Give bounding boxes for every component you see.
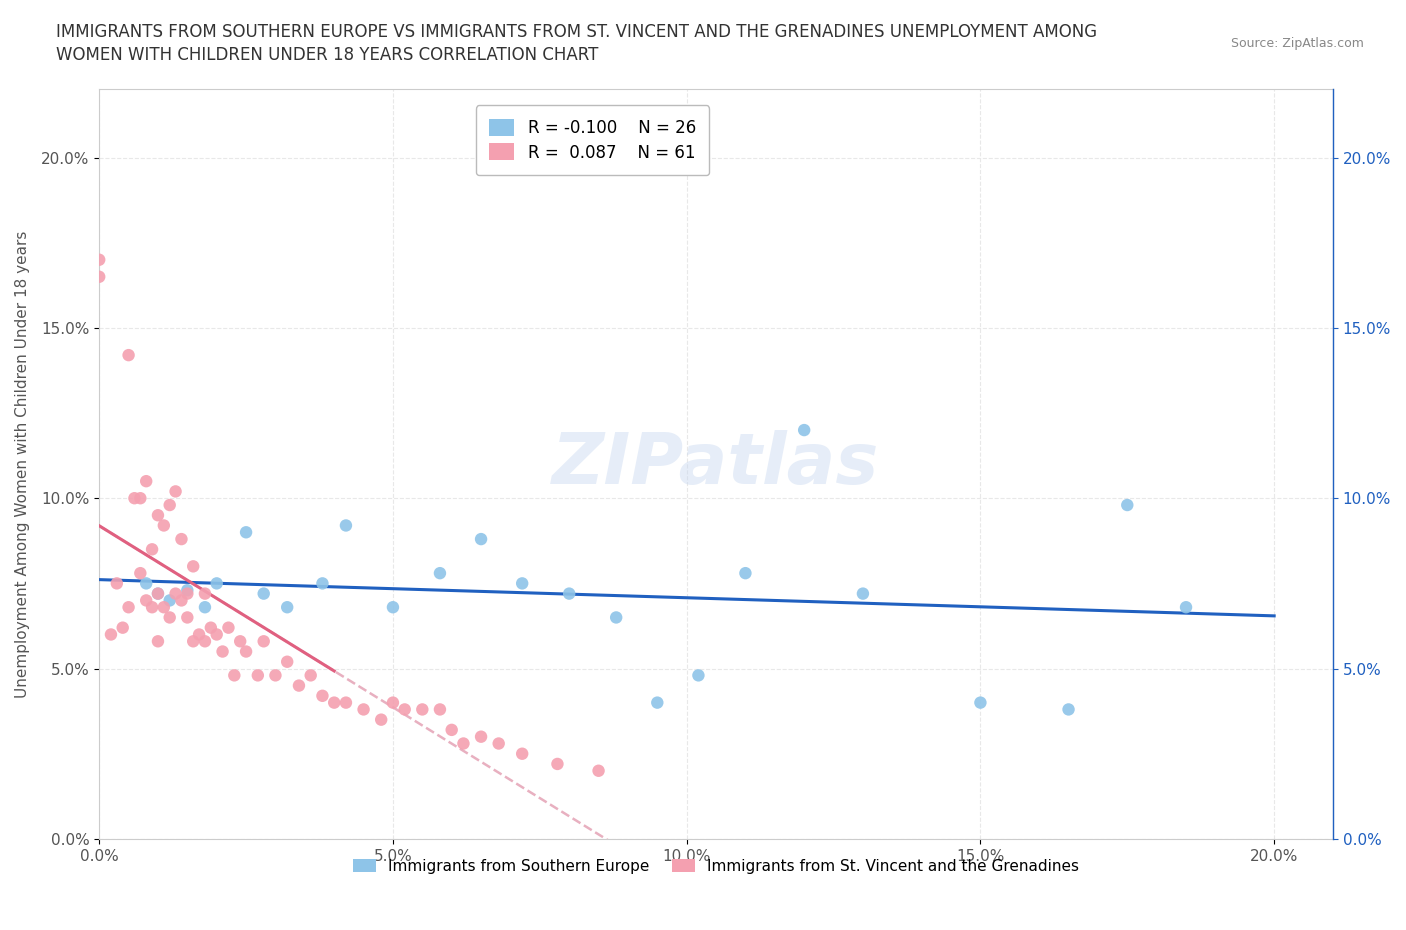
Point [276,600,298,615]
Point [1116,498,1139,512]
Point [159,610,181,625]
Point [217,620,239,635]
Point [141,600,163,615]
Point [176,610,198,625]
Text: IMMIGRANTS FROM SOUTHERN EUROPE VS IMMIGRANTS FROM ST. VINCENT AND THE GRENADINE: IMMIGRANTS FROM SOUTHERN EUROPE VS IMMIG… [56,23,1097,41]
Point [194,586,217,601]
Point [159,593,181,608]
Point [117,348,139,363]
Point [558,586,581,601]
Point [453,736,475,751]
Point [311,576,333,591]
Text: ZIPatlas: ZIPatlas [553,430,880,498]
Point [211,644,233,659]
Point [852,586,875,601]
Point [146,586,169,601]
Point [253,586,276,601]
Point [969,696,991,711]
Point [370,712,392,727]
Point [288,678,311,693]
Point [394,702,416,717]
Point [194,634,217,649]
Point [1057,702,1080,717]
Point [146,508,169,523]
Point [124,491,146,506]
Point [146,634,169,649]
Point [165,484,187,498]
Point [170,593,193,608]
Point [229,634,252,649]
Point [246,668,269,683]
Point [440,723,463,737]
Point [176,583,198,598]
Point [181,559,204,574]
Point [135,473,157,488]
Point [159,498,181,512]
Text: WOMEN WITH CHILDREN UNDER 18 YEARS CORRELATION CHART: WOMEN WITH CHILDREN UNDER 18 YEARS CORRE… [56,46,599,64]
Point [194,600,217,615]
Point [141,542,163,557]
Point [253,634,276,649]
Point [588,764,610,778]
Point [688,668,710,683]
Point [793,422,815,437]
Point [311,688,333,703]
Legend: Immigrants from Southern Europe, Immigrants from St. Vincent and the Grenadines: Immigrants from Southern Europe, Immigra… [347,853,1085,880]
Point [100,627,122,642]
Point [200,620,222,635]
Point [111,620,134,635]
Y-axis label: Unemployment Among Women with Children Under 18 years: Unemployment Among Women with Children U… [15,231,30,698]
Point [381,696,404,711]
Point [105,576,128,591]
Point [510,746,533,761]
Point [89,270,111,285]
Point [235,525,257,539]
Point [135,593,157,608]
Point [153,600,176,615]
Point [381,600,404,615]
Point [205,576,228,591]
Point [1175,600,1198,615]
Text: Source: ZipAtlas.com: Source: ZipAtlas.com [1230,37,1364,50]
Point [429,565,451,580]
Point [488,736,510,751]
Point [224,668,246,683]
Point [188,627,211,642]
Point [323,696,346,711]
Point [89,252,111,267]
Point [129,491,152,506]
Point [146,586,169,601]
Point [470,532,492,547]
Point [276,655,298,670]
Point [235,644,257,659]
Point [181,634,204,649]
Point [647,696,669,711]
Point [429,702,451,717]
Point [170,532,193,547]
Point [335,696,357,711]
Point [510,576,533,591]
Point [353,702,375,717]
Point [470,729,492,744]
Point [734,565,756,580]
Point [129,565,152,580]
Point [335,518,357,533]
Point [264,668,287,683]
Point [546,756,568,771]
Point [176,586,198,601]
Point [205,627,228,642]
Point [299,668,322,683]
Point [411,702,433,717]
Point [605,610,627,625]
Point [135,576,157,591]
Point [117,600,139,615]
Point [165,586,187,601]
Point [153,518,176,533]
